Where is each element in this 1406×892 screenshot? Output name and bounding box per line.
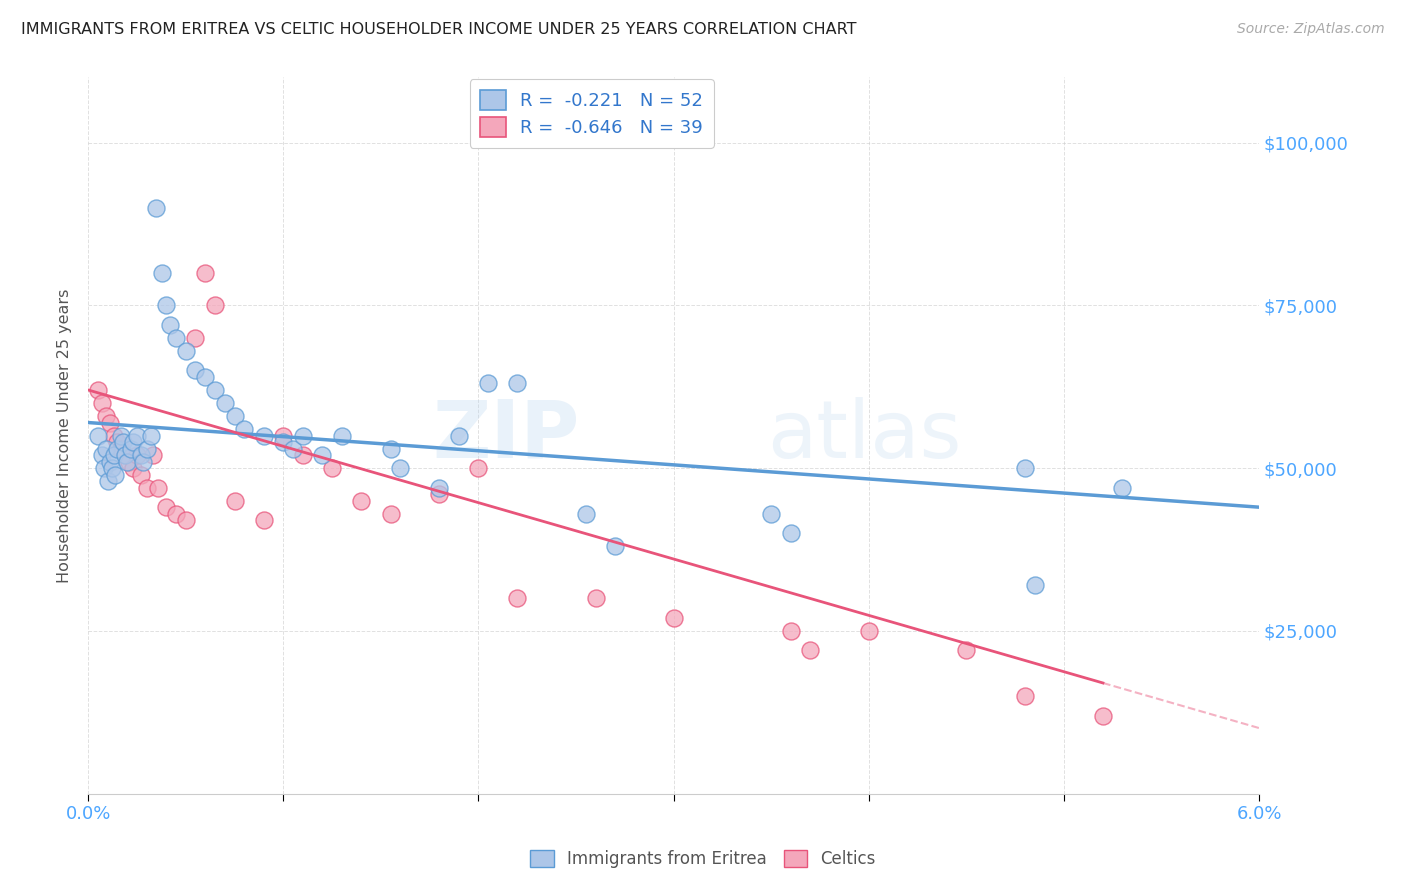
Point [129,448,152,462]
Point [125,428,148,442]
Point [184,331,207,345]
Point [93,461,115,475]
Point [224,493,246,508]
Point [585,591,607,606]
Point [380,507,402,521]
Point [662,611,685,625]
Point [253,513,276,527]
Point [1091,708,1114,723]
Point [97,474,120,488]
Point [114,448,136,462]
Point [291,428,314,442]
Point [575,507,598,521]
Legend: R =  -0.221   N = 52, R =  -0.646   N = 39: R = -0.221 N = 52, R = -0.646 N = 39 [470,79,714,148]
Point [1014,689,1036,703]
Point [135,442,157,456]
Point [955,643,977,657]
Text: ZIP: ZIP [433,397,579,475]
Point [506,591,529,606]
Point [122,435,145,450]
Point [114,448,136,462]
Point [145,201,167,215]
Point [150,266,173,280]
Point [350,493,373,508]
Point [110,428,132,442]
Point [429,481,451,495]
Point [271,435,294,450]
Point [253,428,276,442]
Legend: Immigrants from Eritrea, Celtics: Immigrants from Eritrea, Celtics [524,843,882,875]
Point [118,454,141,468]
Point [98,416,121,430]
Point [107,442,129,456]
Point [204,298,226,312]
Point [104,467,127,482]
Point [281,442,304,456]
Point [142,448,165,462]
Point [1111,481,1133,495]
Point [1014,461,1036,475]
Point [174,513,197,527]
Point [1024,578,1046,592]
Point [115,454,138,468]
Point [122,461,145,475]
Point [761,507,783,521]
Point [165,507,187,521]
Point [799,643,821,657]
Point [155,500,177,515]
Point [103,428,125,442]
Point [107,435,129,450]
Point [477,376,499,391]
Point [90,396,112,410]
Point [135,481,157,495]
Point [112,435,135,450]
Point [311,448,333,462]
Point [858,624,880,638]
Point [291,448,314,462]
Point [155,298,177,312]
Point [321,461,343,475]
Point [389,461,412,475]
Point [447,428,470,442]
Point [184,363,207,377]
Point [214,396,236,410]
Point [467,461,489,475]
Point [100,461,122,475]
Point [90,448,112,462]
Point [87,428,110,442]
Point [603,539,626,553]
Point [194,266,217,280]
Point [110,442,132,456]
Y-axis label: Householder Income Under 25 years: Householder Income Under 25 years [58,288,72,582]
Point [271,428,294,442]
Text: IMMIGRANTS FROM ERITREA VS CELTIC HOUSEHOLDER INCOME UNDER 25 YEARS CORRELATION : IMMIGRANTS FROM ERITREA VS CELTIC HOUSEH… [21,22,856,37]
Point [94,442,117,456]
Point [204,383,226,397]
Point [380,442,402,456]
Point [94,409,117,423]
Point [174,343,197,358]
Point [125,448,148,462]
Point [779,526,801,541]
Point [120,442,142,456]
Point [148,481,170,495]
Point [132,454,155,468]
Point [129,467,152,482]
Point [224,409,246,423]
Text: atlas: atlas [768,397,962,475]
Point [159,318,181,332]
Point [87,383,110,397]
Point [779,624,801,638]
Text: Source: ZipAtlas.com: Source: ZipAtlas.com [1237,22,1385,37]
Point [103,448,125,462]
Point [194,370,217,384]
Point [233,422,256,436]
Point [98,454,121,468]
Point [429,487,451,501]
Point [506,376,529,391]
Point [139,428,162,442]
Point [330,428,353,442]
Point [165,331,187,345]
